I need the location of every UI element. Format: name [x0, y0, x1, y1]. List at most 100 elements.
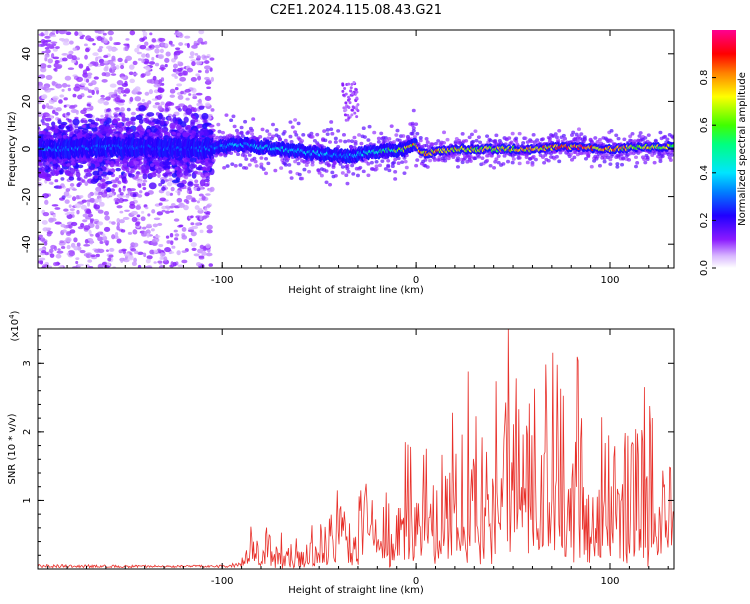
spectrogram-noise-point — [160, 82, 165, 86]
spectrogram-noise-point — [51, 110, 56, 114]
spectrogram-noise-point — [95, 253, 100, 258]
spectrogram-noise-point — [60, 246, 66, 249]
spectrogram-halo-point — [430, 142, 435, 146]
spectrogram-feature-point — [355, 96, 359, 100]
spectrogram-noise-point — [194, 222, 201, 227]
spectrogram-noise-point — [190, 222, 195, 226]
spectrogram-noise-point — [104, 215, 110, 221]
spectrogram-halo-point — [115, 177, 120, 181]
spectrogram-noise-point — [158, 37, 166, 42]
spectrogram-noise-point — [82, 219, 88, 223]
spectrogram-noise-point — [71, 196, 77, 202]
spectrogram-halo-point — [425, 165, 430, 169]
spectrogram-noise-point — [151, 56, 155, 61]
spectrogram-noise-point — [158, 243, 164, 248]
spectrogram-noise-point — [177, 264, 184, 268]
spectrogram-halo-point — [645, 155, 650, 160]
spectrogram-halo-point — [301, 133, 306, 137]
spectrogram-halo-point — [442, 130, 447, 135]
spectrogram-noise-point — [105, 249, 110, 253]
spectrogram-noise-point — [111, 221, 116, 225]
spectrogram-halo-point — [236, 131, 241, 136]
spectrogram-halo-point — [60, 177, 65, 181]
spectrogram-noise-point — [165, 51, 171, 57]
spectrogram-noise-point — [153, 261, 157, 264]
spectrogram-noise-point — [119, 210, 124, 214]
spectrogram-halo-point — [244, 157, 249, 161]
spectrogram-noise-point — [190, 199, 197, 203]
spectrogram-band-point — [204, 167, 211, 172]
spectrogram-noise-point — [107, 30, 114, 36]
spectrogram-band-point — [160, 179, 166, 185]
spectrogram-halo-point — [119, 192, 124, 196]
spectrogram-halo-point — [589, 164, 594, 169]
spectrogram-noise-point — [54, 221, 62, 225]
spectrogram-halo-point — [196, 187, 201, 192]
spectrogram-noise-point — [197, 70, 202, 73]
spectrogram-noise-point — [68, 40, 74, 45]
spectrogram-noise-point — [112, 183, 118, 188]
spectrogram-halo-point — [597, 137, 602, 142]
spectrogram-halo-point — [126, 107, 131, 112]
spectrogram-halo-point — [179, 129, 184, 133]
spectrogram-halo-point — [374, 159, 379, 164]
spectrogram-noise-point — [85, 78, 90, 83]
spectrogram-halo-point — [315, 132, 320, 137]
spectrogram-noise-point — [103, 240, 110, 244]
spectrogram-noise-point — [124, 46, 129, 52]
spectrogram-noise-point — [47, 58, 54, 64]
spectrogram-band-point — [121, 178, 127, 184]
spectrogram-noise-point — [171, 203, 176, 207]
spectrogram-halo-point — [77, 158, 82, 163]
spectrogram-noise-point — [179, 76, 187, 82]
spectrogram-halo-point — [160, 167, 165, 172]
spectrogram-noise-point — [185, 97, 190, 101]
spectrogram-halo-point — [514, 136, 519, 141]
spectrogram-noise-point — [173, 229, 178, 233]
spectrogram-noise-point — [201, 251, 207, 256]
spectrogram-noise-point — [195, 60, 203, 65]
spectrogram-halo-point — [488, 163, 493, 168]
spectrogram-noise-point — [132, 229, 138, 235]
spectrogram-halo-point — [328, 182, 333, 187]
spectrogram-halo-point — [177, 163, 182, 167]
spectrogram-halo-point — [39, 168, 44, 173]
spectrogram-noise-point — [74, 203, 82, 209]
spectrogram-halo-point — [63, 158, 68, 162]
spectrogram-band-point — [138, 104, 146, 112]
spectrogram-halo-point — [423, 158, 428, 162]
spectrogram-noise-point — [120, 107, 125, 112]
spectrogram-halo-point — [203, 119, 208, 123]
spectrogram-halo-point — [432, 158, 437, 163]
spectrogram-halo-point — [81, 179, 86, 183]
spectrogram-noise-point — [96, 36, 103, 42]
spectrogram-noise-point — [79, 249, 86, 254]
spectrogram-noise-point — [54, 60, 60, 64]
spectrogram-noise-point — [99, 201, 105, 207]
spectrogram-noise-point — [89, 239, 94, 245]
spectrogram-noise-point — [87, 259, 93, 263]
spectrogram-noise-point — [87, 72, 93, 76]
spectrogram-band-point — [92, 170, 100, 176]
spectrogram-noise-point — [41, 95, 47, 100]
spectrogram-noise-point — [108, 247, 115, 252]
spectrogram-halo-point — [350, 163, 355, 168]
spectrogram-feature-point — [346, 113, 350, 117]
spectrogram-halo-point — [445, 137, 450, 142]
spectrogram-halo-point — [473, 156, 478, 160]
spectrogram-noise-point — [198, 256, 205, 260]
spectrogram-noise-point — [195, 261, 202, 267]
spectrogram-halo-point — [194, 170, 199, 175]
spectrogram-noise-point — [129, 30, 136, 36]
spectrogram-halo-point — [103, 116, 108, 121]
spectrogram-halo-point — [74, 124, 79, 129]
spectrogram-halo-point — [362, 135, 367, 139]
spectrogram-halo-point — [392, 160, 397, 165]
spectrogram-noise-point — [79, 195, 84, 199]
spectrogram-halo-point — [131, 121, 136, 126]
spectrogram-band-point — [90, 178, 98, 185]
spectrogram-halo-point — [58, 134, 63, 139]
spectrogram-halo-point — [154, 124, 159, 129]
spectrogram-noise-point — [204, 207, 208, 213]
spectrogram-band-point — [142, 173, 148, 180]
